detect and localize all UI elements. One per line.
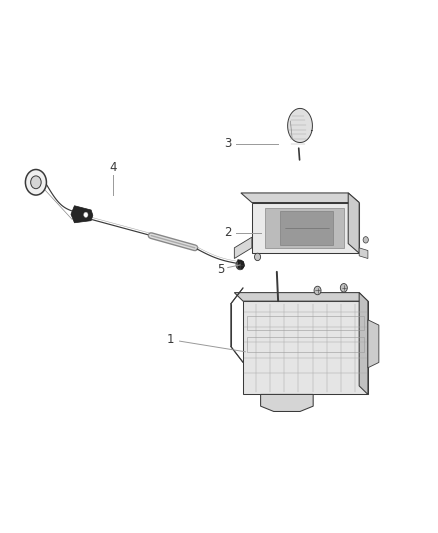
Polygon shape — [265, 208, 344, 248]
Polygon shape — [348, 193, 359, 253]
Polygon shape — [359, 248, 368, 259]
Circle shape — [254, 253, 261, 261]
Text: 2: 2 — [224, 227, 232, 239]
Circle shape — [31, 176, 41, 189]
Text: 3: 3 — [225, 138, 232, 150]
Polygon shape — [234, 293, 368, 301]
Circle shape — [25, 169, 46, 195]
Polygon shape — [261, 394, 313, 411]
Polygon shape — [71, 206, 93, 223]
Polygon shape — [241, 193, 359, 203]
Polygon shape — [234, 237, 252, 259]
Text: 1: 1 — [167, 333, 175, 346]
Polygon shape — [288, 108, 312, 142]
Circle shape — [314, 286, 321, 295]
Polygon shape — [238, 260, 244, 269]
Polygon shape — [243, 301, 368, 394]
Text: 5: 5 — [218, 263, 225, 276]
Polygon shape — [252, 203, 359, 253]
Circle shape — [340, 284, 347, 292]
Polygon shape — [280, 211, 333, 245]
Polygon shape — [359, 293, 368, 394]
Circle shape — [363, 237, 368, 243]
Polygon shape — [368, 320, 379, 368]
Text: 4: 4 — [109, 161, 117, 174]
Circle shape — [84, 212, 88, 217]
Circle shape — [236, 260, 244, 270]
